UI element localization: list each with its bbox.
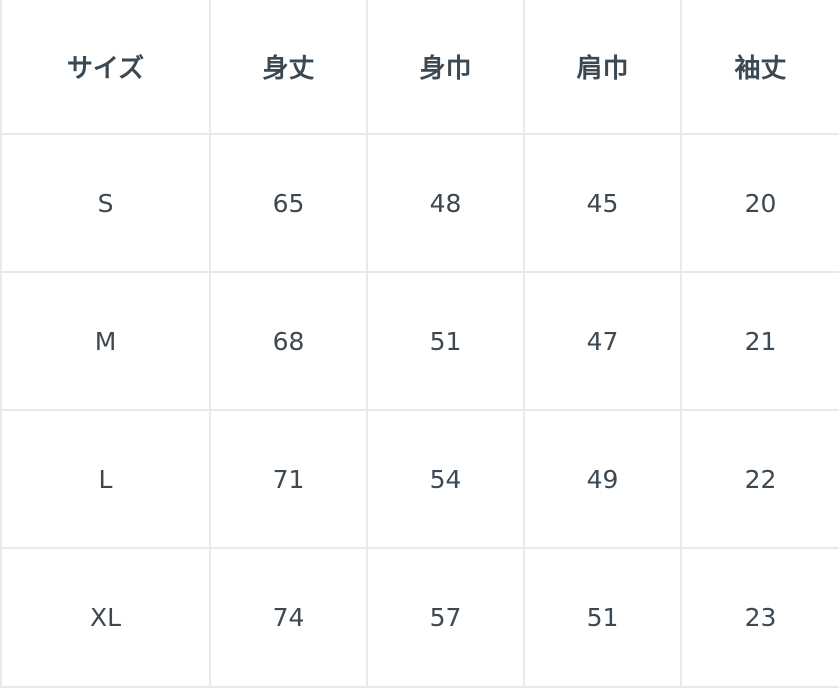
measurement-cell: 54 (368, 411, 525, 549)
measurement-cell: 65 (211, 135, 368, 273)
column-header: 身巾 (368, 0, 525, 135)
measurement-cell: 47 (525, 273, 682, 411)
size-label-cell: XL (2, 549, 211, 688)
measurement-cell: 23 (682, 549, 839, 688)
size-label-cell: S (2, 135, 211, 273)
measurement-cell: 22 (682, 411, 839, 549)
measurement-cell: 68 (211, 273, 368, 411)
measurement-cell: 51 (368, 273, 525, 411)
measurement-cell: 74 (211, 549, 368, 688)
column-header: 袖丈 (682, 0, 839, 135)
size-label-cell: L (2, 411, 211, 549)
column-header: 肩巾 (525, 0, 682, 135)
measurement-cell: 45 (525, 135, 682, 273)
column-header: 身丈 (211, 0, 368, 135)
measurement-cell: 21 (682, 273, 839, 411)
measurement-cell: 51 (525, 549, 682, 688)
size-label-cell: M (2, 273, 211, 411)
measurement-cell: 48 (368, 135, 525, 273)
column-header: サイズ (2, 0, 211, 135)
measurement-cell: 57 (368, 549, 525, 688)
measurement-cell: 20 (682, 135, 839, 273)
measurement-cell: 49 (525, 411, 682, 549)
measurement-cell: 71 (211, 411, 368, 549)
